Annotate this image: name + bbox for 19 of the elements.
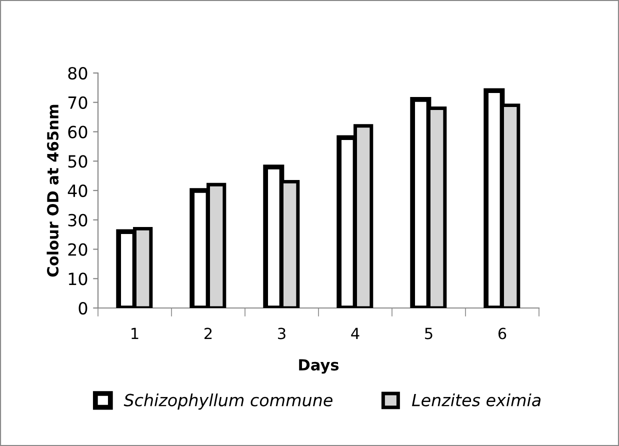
x-tick-label: 6 — [498, 328, 506, 340]
y-tick-label: 60 — [68, 126, 88, 138]
y-tick-label: 30 — [68, 214, 88, 226]
y-tick-label: 40 — [68, 184, 88, 198]
y-tick-label: 70 — [68, 96, 88, 109]
y-tick-label: 0 — [78, 302, 88, 315]
y-tick-label: 80 — [68, 66, 88, 80]
x-axis-title: Days — [299, 359, 339, 374]
y-axis-title: Colour OD at 465nm — [46, 104, 59, 277]
legend-label: Lenzites eximia — [412, 394, 540, 406]
x-tick-label: 5 — [425, 328, 432, 340]
x-tick-label: 2 — [204, 328, 212, 340]
y-tick-label: 20 — [68, 243, 88, 256]
x-tick-label: 3 — [278, 328, 286, 340]
x-tick-label: 1 — [132, 328, 138, 340]
x-tick-label: 4 — [351, 328, 360, 340]
y-tick-label: 10 — [68, 272, 88, 286]
legend-label: Schizophyllum commune — [124, 394, 332, 410]
y-tick-label: 50 — [68, 155, 88, 168]
